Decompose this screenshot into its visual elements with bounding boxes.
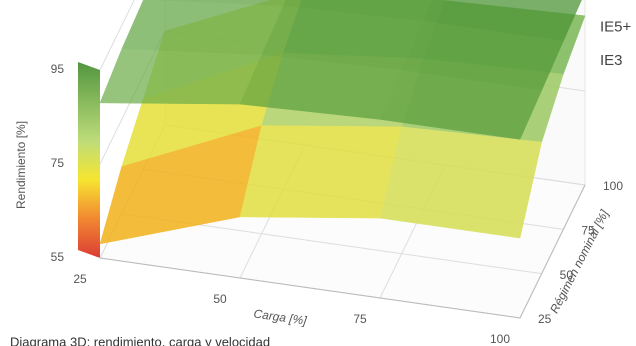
surface [99,0,582,140]
z-tick-label: 75 [51,156,65,170]
grid-line [99,0,135,71]
x-tick-label: 50 [213,292,227,306]
surface-patch [379,70,543,140]
caption: Diagrama 3D: rendimiento, carga y veloci… [10,334,270,346]
series-label: IE5+ [600,18,632,35]
z-tick-label: 55 [51,250,65,264]
surface-patch [379,126,543,239]
x-tick-label: 100 [490,332,510,346]
surface-patch [99,48,263,105]
series-label: IE3 [600,52,623,69]
surface-patch [121,0,284,56]
z-tick-label: 95 [51,62,65,76]
y-tick-label: 100 [603,179,623,193]
color-bar [78,62,100,258]
axis-line [99,184,586,319]
y-tick-label: 75 [581,224,595,238]
x-tick-label: 75 [353,312,367,326]
surface-patch [239,125,403,219]
plot [99,0,586,319]
y-tick-label: 25 [538,312,552,326]
x-tick-label: 25 [73,272,87,286]
z-axis-label: Rendimiento [%] [14,121,28,209]
x-axis-label: Carga [%] [253,307,308,328]
y-tick-label: 50 [560,268,574,282]
